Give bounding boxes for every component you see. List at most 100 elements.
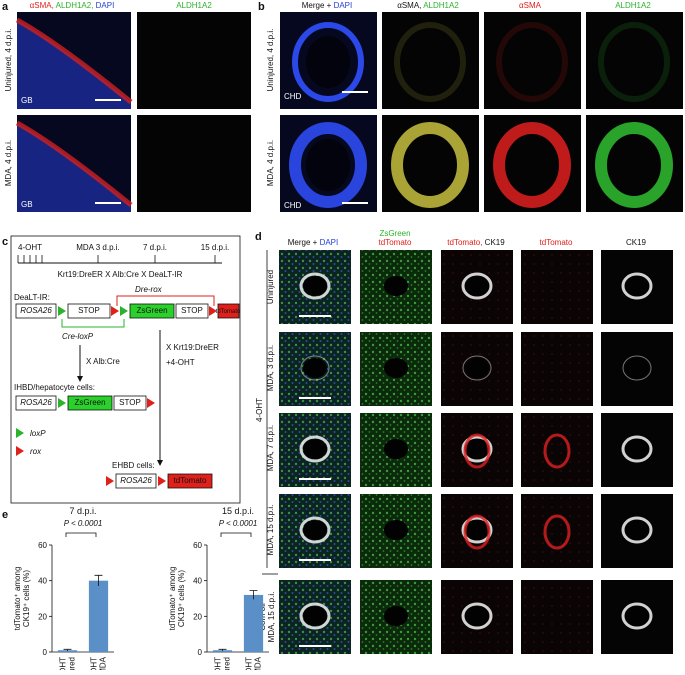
image-background [382, 12, 479, 109]
duct-wall [493, 122, 571, 208]
image-background [484, 12, 581, 109]
bar [243, 594, 264, 652]
row-label: MDA, 7 d.p.i. [266, 425, 275, 471]
tdtomato-signal [543, 433, 571, 469]
row-label: MDA, 15 d.p.i. [266, 505, 275, 556]
cross-label: +4-OHT [166, 358, 195, 367]
tissue [17, 123, 131, 212]
column-header: tdTomato, CK19 [447, 238, 505, 247]
lumen [465, 606, 489, 626]
micrograph [441, 332, 513, 406]
ck19-ring [462, 355, 492, 381]
x-tick-label: 4-OHT [90, 657, 99, 670]
micrograph [521, 580, 593, 654]
y-tick-label: 60 [193, 541, 202, 550]
micrograph [15, 115, 133, 212]
lumen [465, 439, 489, 459]
y-tick-label: 0 [43, 648, 48, 657]
chart-title: 15 d.p.i. [222, 506, 254, 516]
legend-label: loxP [30, 429, 46, 438]
image-background [586, 12, 683, 109]
significance-bracket [220, 532, 252, 537]
micrograph [521, 494, 593, 568]
micrograph [279, 580, 351, 654]
annotation: P < 0.0001 [219, 519, 258, 528]
ck19-ring [621, 435, 653, 463]
column-header: CK19 [626, 238, 647, 247]
micrograph [521, 332, 593, 406]
recombinase-label: Cre-loxP [62, 332, 94, 341]
element: STOP [181, 306, 203, 315]
ck19-ring [299, 435, 331, 463]
lumen [303, 606, 327, 626]
column-header: tdTomato [540, 238, 573, 247]
tdtomato-signal [463, 514, 491, 550]
panel-label: c [2, 236, 8, 248]
ck19-ring [461, 435, 493, 463]
panel-label: b [258, 1, 265, 13]
micrograph [601, 332, 673, 406]
lumen [306, 139, 350, 191]
micrograph [441, 250, 513, 324]
column-header: αSMA, ALDH1A2, DAPI [30, 1, 115, 10]
micrograph [382, 12, 479, 109]
significance-bracket [65, 532, 97, 537]
micrograph [484, 115, 581, 212]
lumen [465, 520, 489, 540]
column-header: Merge + DAPI [302, 1, 352, 10]
duct-wall [289, 122, 367, 208]
timeline-label: 7 d.p.i. [143, 243, 167, 252]
micrograph [586, 115, 683, 212]
image-background [521, 413, 593, 487]
micrograph [360, 494, 432, 568]
micrograph [601, 494, 673, 568]
ck19-ring [621, 516, 653, 544]
image-background [521, 332, 593, 406]
duct-wall [394, 22, 466, 102]
timeline-label: MDA 3 d.p.i. [76, 243, 120, 252]
construct-title: IHBD/hepatocyte cells: [14, 383, 95, 392]
ck19-ring [461, 516, 493, 544]
micrograph [137, 115, 251, 212]
micrograph [601, 250, 673, 324]
y-tick-label: 60 [38, 541, 47, 550]
micrograph [601, 413, 673, 487]
duct-wall [391, 122, 469, 208]
chart-title: 7 d.p.i. [69, 506, 96, 516]
image-tag: CHD [284, 92, 302, 101]
column-header: Merge + DAPI [288, 238, 338, 247]
duct-wall [598, 22, 670, 102]
lumen [303, 358, 327, 378]
column-header: ALDH1A2 [615, 1, 651, 10]
lumen [384, 606, 408, 626]
lumen [625, 358, 649, 378]
annotation: P < 0.0001 [64, 519, 103, 528]
micrograph [601, 580, 673, 654]
lumen [384, 520, 408, 540]
x-tick-label: +MDA [254, 656, 263, 670]
micrograph [280, 115, 377, 212]
image-tag: CHD [284, 201, 302, 210]
lumen [384, 439, 408, 459]
tissue-edge [15, 120, 133, 207]
x-tick-label: +MDA [99, 656, 108, 670]
error-bar [63, 648, 72, 652]
timeline-label: 15 d.p.i. [201, 243, 229, 252]
y-axis-label: tdTomato⁺ among [13, 567, 22, 631]
ck19-ring [299, 272, 331, 300]
micrograph [279, 250, 351, 324]
recombinase-label: Dre-rox [135, 285, 163, 294]
ck19-ring [622, 355, 652, 381]
micrograph [382, 115, 479, 212]
micrograph [360, 250, 432, 324]
tdtomato-signal [463, 433, 491, 469]
element: ROSA26 [20, 398, 52, 407]
panel-label: a [2, 1, 9, 13]
micrograph [280, 12, 377, 109]
construct-title: DeaLT-IR: [14, 293, 50, 302]
element: STOP [78, 306, 100, 315]
image-background [521, 250, 593, 324]
lumen [625, 606, 649, 626]
x-tick-label: 4-OHT [214, 657, 223, 670]
group-label: 4-OHT [255, 398, 264, 422]
